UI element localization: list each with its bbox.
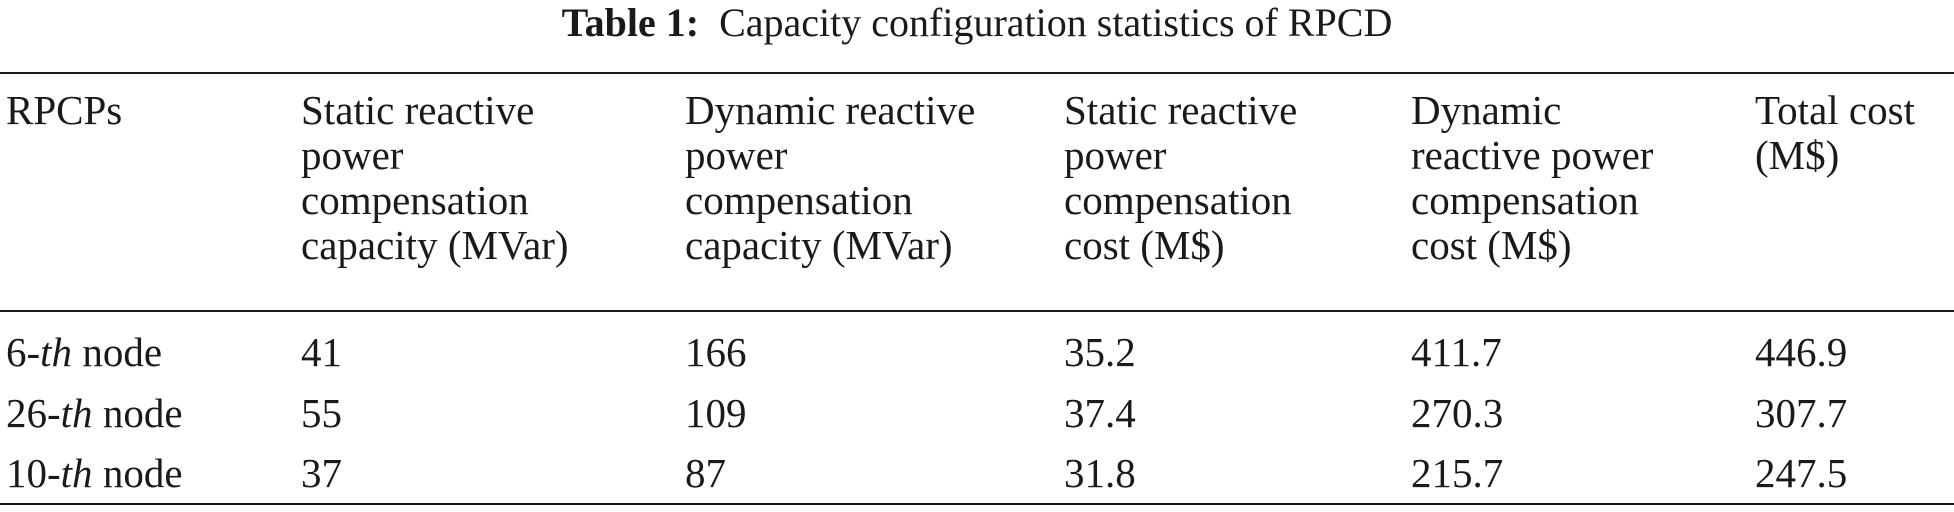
header-static-capacity: Static reactive power compensation capac…	[301, 87, 569, 268]
cell-dynamic-cost: 411.7	[1411, 329, 1502, 375]
cell-dynamic-cost: 270.3	[1411, 390, 1504, 436]
cell-static-capacity: 37	[301, 450, 342, 496]
cell-dynamic-capacity: 87	[685, 450, 726, 496]
cell-static-capacity: 41	[301, 329, 342, 375]
row-node-label: 6-th node	[6, 329, 163, 375]
cell-static-capacity: 55	[301, 390, 342, 436]
header-dynamic-capacity: Dynamic reactive power compensation capa…	[685, 87, 976, 268]
bottom-rule	[0, 503, 1954, 505]
cell-static-cost: 35.2	[1064, 329, 1136, 375]
table-caption: Table 1: Capacity configuration statisti…	[0, 0, 1954, 46]
caption-label: Table 1:	[561, 0, 700, 45]
top-rule	[0, 72, 1954, 74]
header-rpcps: RPCPs	[6, 87, 123, 133]
row-node-label: 26-th node	[6, 390, 183, 436]
header-total-cost: Total cost (M$)	[1755, 87, 1915, 178]
cell-dynamic-cost: 215.7	[1411, 450, 1504, 496]
cell-static-cost: 37.4	[1064, 390, 1136, 436]
cell-total-cost: 307.7	[1755, 390, 1848, 436]
cell-total-cost: 247.5	[1755, 450, 1848, 496]
header-dynamic-cost: Dynamic reactive power compensation cost…	[1411, 87, 1654, 268]
cell-static-cost: 31.8	[1064, 450, 1136, 496]
row-node-label: 10-th node	[6, 450, 183, 496]
cell-total-cost: 446.9	[1755, 329, 1848, 375]
cell-dynamic-capacity: 166	[685, 329, 747, 375]
caption-text: Capacity configuration statistics of RPC…	[719, 0, 1393, 45]
cell-dynamic-capacity: 109	[685, 390, 747, 436]
header-static-cost: Static reactive power compensation cost …	[1064, 87, 1298, 268]
header-rule	[0, 310, 1954, 312]
